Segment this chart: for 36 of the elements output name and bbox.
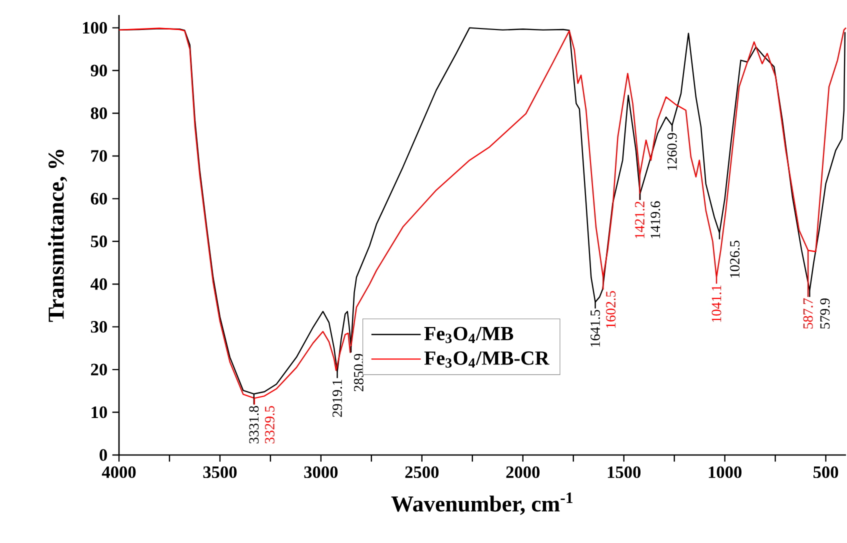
x-tick-label: 3500 <box>203 466 237 478</box>
y-tick-label: 60 <box>90 192 107 205</box>
annotation: 1641.5 <box>590 310 600 347</box>
annotation: 1421.2 <box>635 202 644 238</box>
y-axis-title: Transmittance, % <box>48 150 68 322</box>
x-tick-label: 3000 <box>304 466 338 478</box>
annotation: 1602.5 <box>606 291 616 328</box>
y-tick-label: 100 <box>83 22 107 34</box>
y-tick-label: 80 <box>90 107 107 120</box>
annotation: 2919.1 <box>332 380 342 417</box>
y-tick-label: 10 <box>92 406 107 418</box>
x-axis-title: Wavenumber, cm$^{-1}$ <box>391 492 573 515</box>
y-tick-label: 30 <box>90 320 107 333</box>
x-tick-label: 1000 <box>708 466 742 478</box>
annotation: 3331.8 <box>249 406 259 444</box>
annotation: 3329.5 <box>265 406 274 444</box>
annotation: 1026.5 <box>730 240 740 278</box>
x-tick-label: 2500 <box>405 466 439 478</box>
annotation: 1260.9 <box>667 133 677 170</box>
annotation: 2850.9 <box>354 354 364 392</box>
annotation: 1041.1 <box>712 285 722 322</box>
x-tick-label: 4000 <box>102 466 136 478</box>
x-tick-label: 1500 <box>608 466 641 478</box>
y-tick-label: 90 <box>90 64 107 76</box>
x-tick-label: 500 <box>813 466 838 478</box>
annotation: 579.9 <box>820 298 830 329</box>
legend-label: Fe$_{3}$O$_{4}$/MB <box>424 326 514 344</box>
y-tick-label: 40 <box>90 278 107 290</box>
y-tick-label: 70 <box>91 150 107 162</box>
legend-label: Fe$_{3}$O$_{4}$/MB-CR <box>424 351 550 368</box>
y-tick-label: 20 <box>91 364 107 376</box>
y-tick-label: 50 <box>90 236 107 248</box>
x-tick-label: 2000 <box>506 466 540 478</box>
y-tick-label: 0 <box>100 449 107 461</box>
annotation: 587.7 <box>803 298 813 329</box>
annotation: 1419.6 <box>650 201 660 238</box>
